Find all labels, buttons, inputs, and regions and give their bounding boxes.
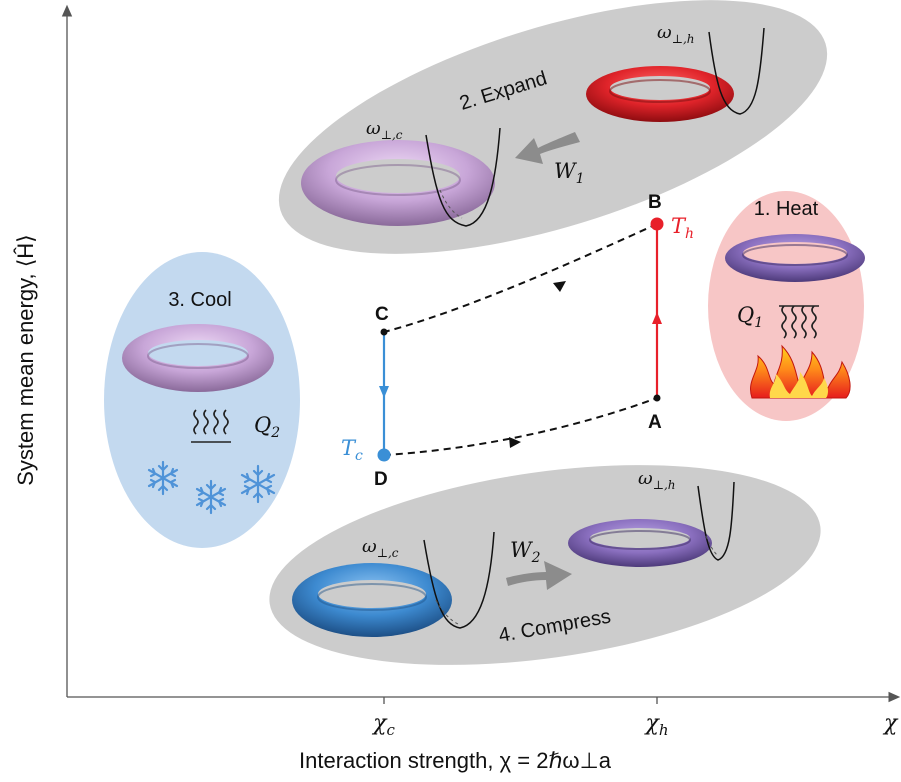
- temp-hot-label: Th: [671, 214, 694, 242]
- torus-hot-red-icon: [586, 66, 734, 122]
- point-c-label: C: [375, 304, 389, 325]
- heat-label-q1: Q1: [737, 303, 763, 331]
- point-b-label: B: [648, 192, 662, 213]
- work-label-w2: W2: [510, 538, 541, 566]
- torus-compressed-purple-icon: [568, 519, 712, 567]
- arrowhead-b-to-c: [553, 281, 566, 292]
- point-d-marker: [377, 448, 391, 462]
- point-b-marker: [650, 217, 664, 231]
- torus-compress-blue-icon: [292, 563, 452, 637]
- cool-stage-title: 3. Cool: [168, 289, 231, 311]
- torus-cool-lilac-icon: [122, 324, 274, 392]
- path-b-to-c: [383, 223, 658, 333]
- torus-heat-purple-icon: [725, 234, 865, 282]
- heat-stage-title: 1. Heat: [754, 198, 819, 220]
- path-d-to-a: [383, 397, 658, 456]
- work-label-w1: W1: [554, 159, 585, 187]
- point-a-label: A: [648, 412, 662, 433]
- snowflake-icon: [147, 460, 179, 496]
- heat-wave-icon: [779, 305, 819, 339]
- arrowhead-c-to-d: [379, 386, 389, 398]
- trap-label-cold-top: ω⊥,c: [366, 118, 403, 142]
- point-c-marker: [380, 328, 388, 336]
- y-axis-label: System mean energy, ⟨Ĥ⟩: [13, 234, 38, 486]
- arrowhead-d-to-a: [509, 437, 521, 448]
- x-tick-label-chi-c: χc: [371, 711, 395, 739]
- snowflake-icon: [240, 464, 276, 504]
- x-axis-label: Interaction strength, χ = 2ℏω⊥a: [299, 748, 612, 773]
- x-tick-label-chi-h: χh: [643, 711, 668, 739]
- trap-potential-hot-bottom: [697, 481, 735, 561]
- heat-label-q2: Q2: [254, 413, 280, 441]
- work-arrow-w2-icon: [506, 561, 572, 590]
- point-a-marker: [653, 394, 661, 402]
- work-arrow-w1-icon: [515, 132, 580, 164]
- trap-label-cold-bottom: ω⊥,c: [362, 536, 399, 560]
- temp-cold-label: Tc: [341, 436, 363, 464]
- snowflake-icon: [195, 479, 227, 515]
- trap-potential-hot-top: [708, 27, 765, 115]
- fire-icon: [750, 344, 851, 399]
- trap-label-hot-bottom: ω⊥,h: [638, 468, 676, 492]
- point-d-label: D: [374, 469, 388, 490]
- trap-potential-cold-top: [425, 127, 501, 227]
- x-axis-end-label: χ: [882, 711, 899, 736]
- trap-potential-cold-bottom: [423, 531, 495, 629]
- torus-expanded-lilac-icon: [301, 140, 495, 226]
- arrowhead-a-to-b: [652, 312, 662, 324]
- trap-label-hot-top: ω⊥,h: [657, 22, 695, 46]
- cold-wave-icon: [191, 409, 231, 443]
